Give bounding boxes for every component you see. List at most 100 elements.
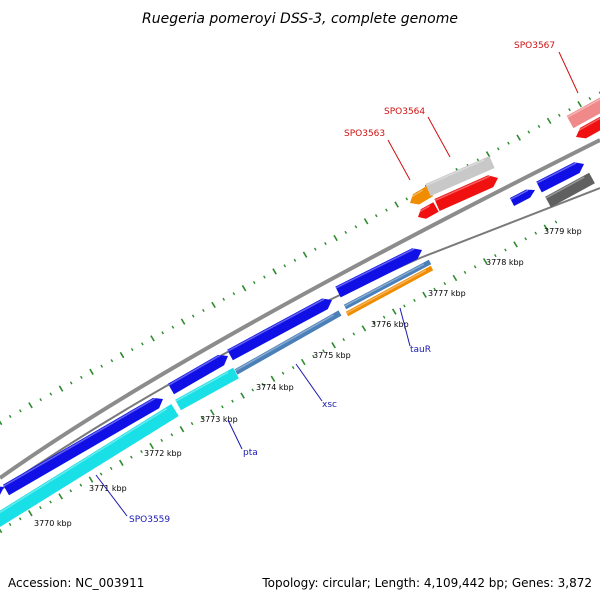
tick-mark bbox=[241, 285, 247, 292]
tick-row-lower bbox=[0, 220, 558, 534]
genome-summary-text: Topology: circular; Length: 4,109,442 bp… bbox=[261, 576, 592, 590]
tick-mark bbox=[270, 375, 276, 382]
tick-mark bbox=[49, 500, 52, 504]
tick-mark bbox=[272, 268, 277, 275]
tick-mark bbox=[161, 331, 165, 335]
kbp-label: 3774 kbp bbox=[256, 383, 294, 392]
tick-mark bbox=[100, 364, 104, 368]
tick-mark bbox=[39, 506, 42, 510]
gene-label[interactable]: SPO3559 bbox=[129, 515, 170, 525]
tick-mark bbox=[363, 218, 369, 225]
tick-mark bbox=[251, 388, 255, 392]
tick-mark bbox=[149, 442, 154, 450]
tick-mark bbox=[39, 398, 42, 402]
tick-mark bbox=[232, 292, 236, 296]
tick-mark bbox=[58, 385, 64, 392]
tick-mark bbox=[322, 349, 325, 353]
tick-mark bbox=[507, 141, 510, 145]
tick-mark bbox=[110, 359, 114, 363]
tick-mark bbox=[394, 201, 399, 208]
tick-mark bbox=[324, 241, 327, 246]
tick-mark bbox=[537, 124, 541, 129]
tick-mark bbox=[494, 254, 497, 258]
tick-mark bbox=[476, 158, 480, 162]
tick-mark bbox=[516, 134, 521, 141]
tick-mark bbox=[543, 224, 549, 231]
tick-mark bbox=[69, 489, 73, 493]
gene-label[interactable]: SPO3563 bbox=[344, 129, 385, 139]
tick-mark bbox=[333, 234, 338, 242]
kbp-label: 3776 kbp bbox=[371, 320, 409, 329]
map-title: Ruegeria pomeroyi DSS-3, complete genome bbox=[142, 11, 458, 27]
tick-mark bbox=[180, 318, 186, 325]
tick-mark bbox=[27, 510, 33, 517]
tick-mark bbox=[49, 392, 53, 396]
tick-mark bbox=[291, 366, 295, 370]
tick-mark bbox=[405, 197, 409, 201]
tick-mark bbox=[452, 274, 458, 282]
tick-mark bbox=[382, 315, 386, 319]
tick-mark bbox=[0, 528, 3, 534]
tick-mark bbox=[79, 483, 83, 487]
tick-mark bbox=[140, 450, 143, 454]
backbone-outer bbox=[0, 138, 600, 480]
gene-orange-2 bbox=[407, 185, 434, 205]
tick-mark bbox=[354, 225, 358, 229]
kbp-labels: 3770 kbp 3771 kbp 3772 kbp 3773 kbp 3774 kbp… bbox=[34, 227, 582, 528]
tick-mark bbox=[150, 335, 155, 342]
tick-mark bbox=[352, 332, 356, 336]
tick-mark bbox=[99, 472, 103, 476]
tick-mark bbox=[422, 291, 427, 298]
gene-labels: SPO3559 pta xsc tauR SPO3563 SPO3564 SPO3567 bbox=[95, 41, 579, 525]
tick-mark bbox=[19, 409, 22, 413]
tick-mark bbox=[403, 304, 406, 308]
gene-blue-6 bbox=[509, 189, 535, 206]
tick-mark bbox=[527, 130, 531, 134]
tick-mark bbox=[200, 416, 204, 420]
tick-mark bbox=[191, 314, 195, 318]
gene-label[interactable]: SPO3567 bbox=[514, 41, 555, 51]
tick-mark bbox=[372, 321, 376, 325]
tick-mark bbox=[130, 347, 134, 352]
tick-mark bbox=[69, 381, 73, 385]
tick-mark bbox=[8, 522, 12, 526]
tick-mark bbox=[554, 220, 558, 224]
tick-mark bbox=[119, 351, 125, 359]
tick-mark bbox=[558, 113, 561, 117]
gene-steel-2 bbox=[343, 259, 432, 310]
tick-mark bbox=[231, 399, 234, 403]
gene-label[interactable]: tauR bbox=[410, 345, 431, 355]
gene-features bbox=[0, 97, 600, 528]
gene-label[interactable]: SPO3564 bbox=[384, 107, 425, 117]
gene-blue-5 bbox=[335, 248, 422, 298]
gene-lightgray-1 bbox=[425, 156, 495, 196]
tick-mark bbox=[141, 342, 144, 346]
tick-mark bbox=[240, 392, 245, 399]
tick-mark bbox=[302, 251, 308, 258]
tick-mark bbox=[361, 325, 367, 332]
gene-red-1 bbox=[415, 202, 439, 219]
tick-mark bbox=[344, 230, 348, 234]
tick-mark bbox=[190, 422, 194, 426]
gene-steel-1 bbox=[234, 310, 342, 375]
tick-mark bbox=[312, 354, 315, 358]
kbp-label: 3771 kbp bbox=[89, 484, 127, 493]
tick-mark bbox=[313, 247, 317, 251]
tick-mark bbox=[221, 405, 224, 409]
tick-mark bbox=[513, 241, 518, 248]
tick-mark bbox=[385, 208, 388, 212]
gene-label[interactable]: xsc bbox=[322, 400, 337, 410]
gene-blue-3 bbox=[167, 354, 228, 395]
tick-mark bbox=[534, 231, 538, 235]
tick-mark bbox=[252, 281, 256, 285]
tick-mark bbox=[504, 248, 507, 252]
kbp-label: 3773 kbp bbox=[200, 415, 238, 424]
gene-label[interactable]: pta bbox=[243, 448, 258, 458]
tick-mark bbox=[58, 493, 63, 500]
tick-mark bbox=[568, 108, 571, 112]
gene-cyan-1 bbox=[0, 404, 179, 528]
kbp-label: 3778 kbp bbox=[486, 258, 524, 267]
tick-mark bbox=[496, 147, 500, 151]
tick-mark bbox=[160, 438, 164, 442]
